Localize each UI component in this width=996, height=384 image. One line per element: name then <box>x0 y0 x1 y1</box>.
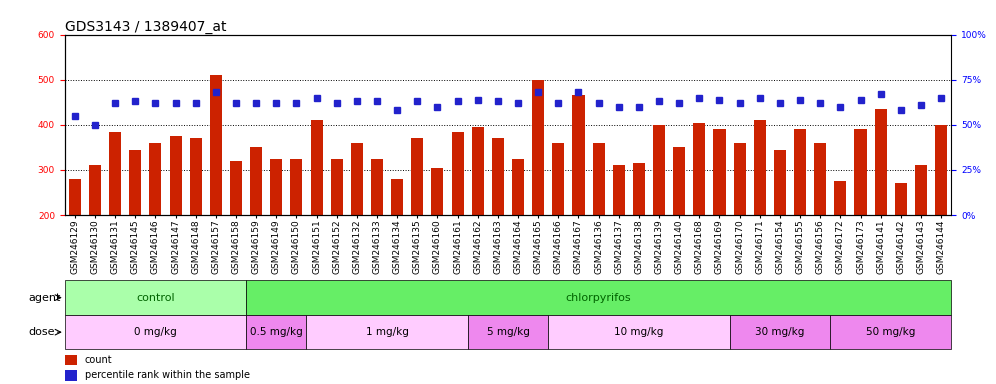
Text: 0.5 mg/kg: 0.5 mg/kg <box>250 327 303 337</box>
Bar <box>915 166 927 215</box>
Bar <box>693 122 705 215</box>
Bar <box>774 150 786 215</box>
Bar <box>492 138 504 215</box>
Bar <box>246 315 307 349</box>
Bar <box>814 143 827 215</box>
Bar <box>371 159 383 215</box>
Text: GDS3143 / 1389407_at: GDS3143 / 1389407_at <box>65 20 226 33</box>
Bar <box>431 168 443 215</box>
Bar <box>613 166 624 215</box>
Bar <box>89 166 101 215</box>
Bar <box>632 163 645 215</box>
Text: percentile rank within the sample: percentile rank within the sample <box>85 370 250 381</box>
Bar <box>230 161 242 215</box>
Bar <box>411 138 423 215</box>
Text: 30 mg/kg: 30 mg/kg <box>755 327 805 337</box>
Bar <box>935 125 947 215</box>
Text: agent: agent <box>29 293 61 303</box>
Bar <box>169 136 181 215</box>
Text: 0 mg/kg: 0 mg/kg <box>134 327 176 337</box>
Bar <box>548 315 729 349</box>
Bar <box>573 96 585 215</box>
Bar <box>110 132 122 215</box>
Bar <box>472 127 484 215</box>
Bar <box>246 280 951 315</box>
Bar <box>512 159 524 215</box>
Text: chlorpyrifos: chlorpyrifos <box>566 293 631 303</box>
Bar <box>468 315 548 349</box>
Text: count: count <box>85 355 113 365</box>
Bar <box>291 159 303 215</box>
Bar <box>391 179 403 215</box>
Text: 1 mg/kg: 1 mg/kg <box>366 327 408 337</box>
Bar <box>270 159 282 215</box>
Bar <box>331 159 343 215</box>
Text: dose: dose <box>29 327 55 337</box>
Text: 10 mg/kg: 10 mg/kg <box>615 327 663 337</box>
Bar <box>754 120 766 215</box>
Text: 50 mg/kg: 50 mg/kg <box>867 327 915 337</box>
Bar <box>794 129 806 215</box>
Bar <box>855 129 867 215</box>
Bar <box>307 315 468 349</box>
Bar <box>552 143 565 215</box>
Text: control: control <box>136 293 174 303</box>
Bar <box>65 315 246 349</box>
Bar <box>713 129 725 215</box>
Bar <box>831 315 951 349</box>
Bar <box>129 150 141 215</box>
Bar <box>835 181 847 215</box>
Bar <box>673 147 685 215</box>
Bar <box>189 138 202 215</box>
Bar <box>894 184 906 215</box>
Bar <box>65 370 77 381</box>
Text: 5 mg/kg: 5 mg/kg <box>486 327 530 337</box>
Bar <box>69 179 81 215</box>
Bar <box>451 132 463 215</box>
Bar <box>149 143 161 215</box>
Bar <box>734 143 746 215</box>
Bar <box>729 315 831 349</box>
Bar <box>351 143 363 215</box>
Bar <box>210 75 222 215</box>
Bar <box>593 143 605 215</box>
Bar <box>250 147 262 215</box>
Bar <box>311 120 323 215</box>
Bar <box>65 280 246 315</box>
Bar <box>532 80 544 215</box>
Bar <box>65 355 77 365</box>
Bar <box>653 125 665 215</box>
Bar <box>874 109 886 215</box>
